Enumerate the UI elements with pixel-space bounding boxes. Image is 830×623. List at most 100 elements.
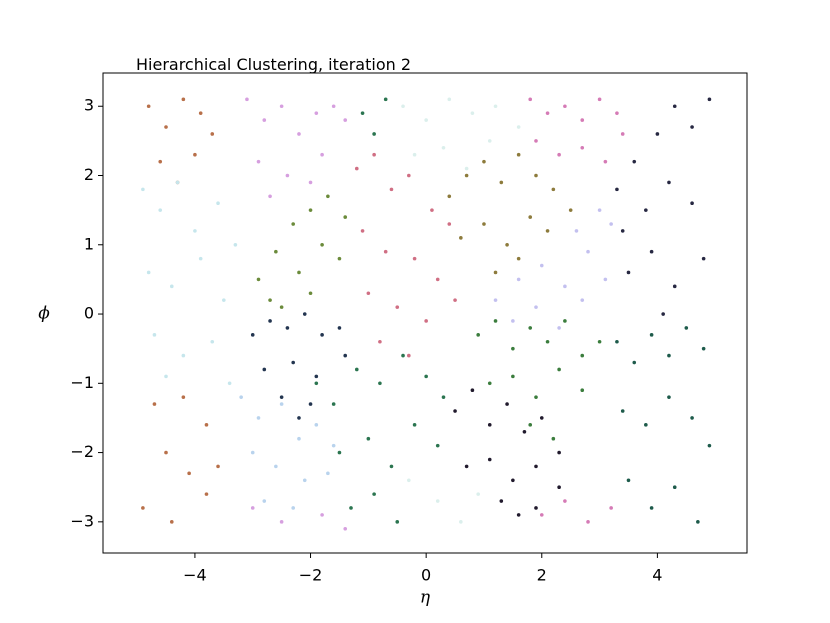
point [563,319,567,323]
point [690,201,694,206]
point [331,104,336,109]
point [464,464,469,469]
point [511,346,515,351]
point [181,353,186,358]
point [453,409,457,413]
point [574,229,579,233]
point [580,298,585,302]
point [534,173,538,178]
point [274,464,278,469]
point [644,423,648,427]
point [655,132,660,136]
point [181,395,186,399]
point [268,298,272,302]
point [187,471,191,476]
point [487,457,492,462]
point [412,256,417,261]
point [308,208,313,212]
point [326,194,330,199]
point [534,305,538,309]
y-tick-label: −2 [70,442,94,461]
point [343,526,348,531]
point [314,381,319,386]
point [534,139,538,143]
point [447,194,452,199]
point [597,208,602,212]
point [412,423,417,427]
point [487,423,492,427]
point [175,180,180,185]
x-tick-label: 4 [652,566,662,585]
point [297,436,301,441]
point [291,360,295,365]
point [667,395,671,399]
point [291,506,295,510]
point [302,312,307,316]
point [164,374,168,379]
point [331,402,336,406]
point [279,402,284,406]
axes-frame [102,72,748,554]
point [499,180,504,185]
point [620,229,625,233]
point [493,270,498,275]
point [250,506,255,510]
point [580,388,585,393]
point [609,222,613,226]
point [464,166,469,171]
point [493,319,498,323]
point [383,249,388,254]
point [389,464,394,469]
point [227,381,232,386]
point [557,326,561,330]
point [158,159,163,164]
point [563,499,567,503]
point [308,291,313,296]
point [193,152,197,157]
point [620,409,625,413]
point [580,353,585,358]
point [603,159,608,164]
point [557,152,561,157]
point [169,520,174,524]
point [672,485,677,489]
point [360,229,365,233]
point [459,236,463,240]
point [696,520,700,524]
point [354,367,359,372]
point [233,242,238,247]
point [516,256,521,261]
point [690,416,694,420]
point [522,429,527,434]
point [198,256,203,261]
point [511,374,515,379]
point [343,353,348,358]
x-tick-label: 2 [537,566,547,585]
point [447,222,452,226]
point [487,139,492,143]
y-tick-label: 1 [84,234,94,253]
point [620,132,625,136]
point [539,416,544,420]
point [441,146,446,150]
point [146,104,151,109]
point [424,319,428,323]
point [707,97,712,102]
point [297,270,301,275]
point [210,339,215,344]
point [274,249,278,254]
point [563,284,567,289]
point [297,132,301,136]
x-axis-label: η [420,588,431,608]
point [146,270,151,275]
point [424,374,428,379]
point [268,194,272,199]
point [459,520,463,524]
point [615,339,619,344]
point [372,492,376,496]
point [164,450,168,455]
point [528,215,533,219]
point [470,388,475,393]
point [568,208,573,212]
point [297,416,301,420]
